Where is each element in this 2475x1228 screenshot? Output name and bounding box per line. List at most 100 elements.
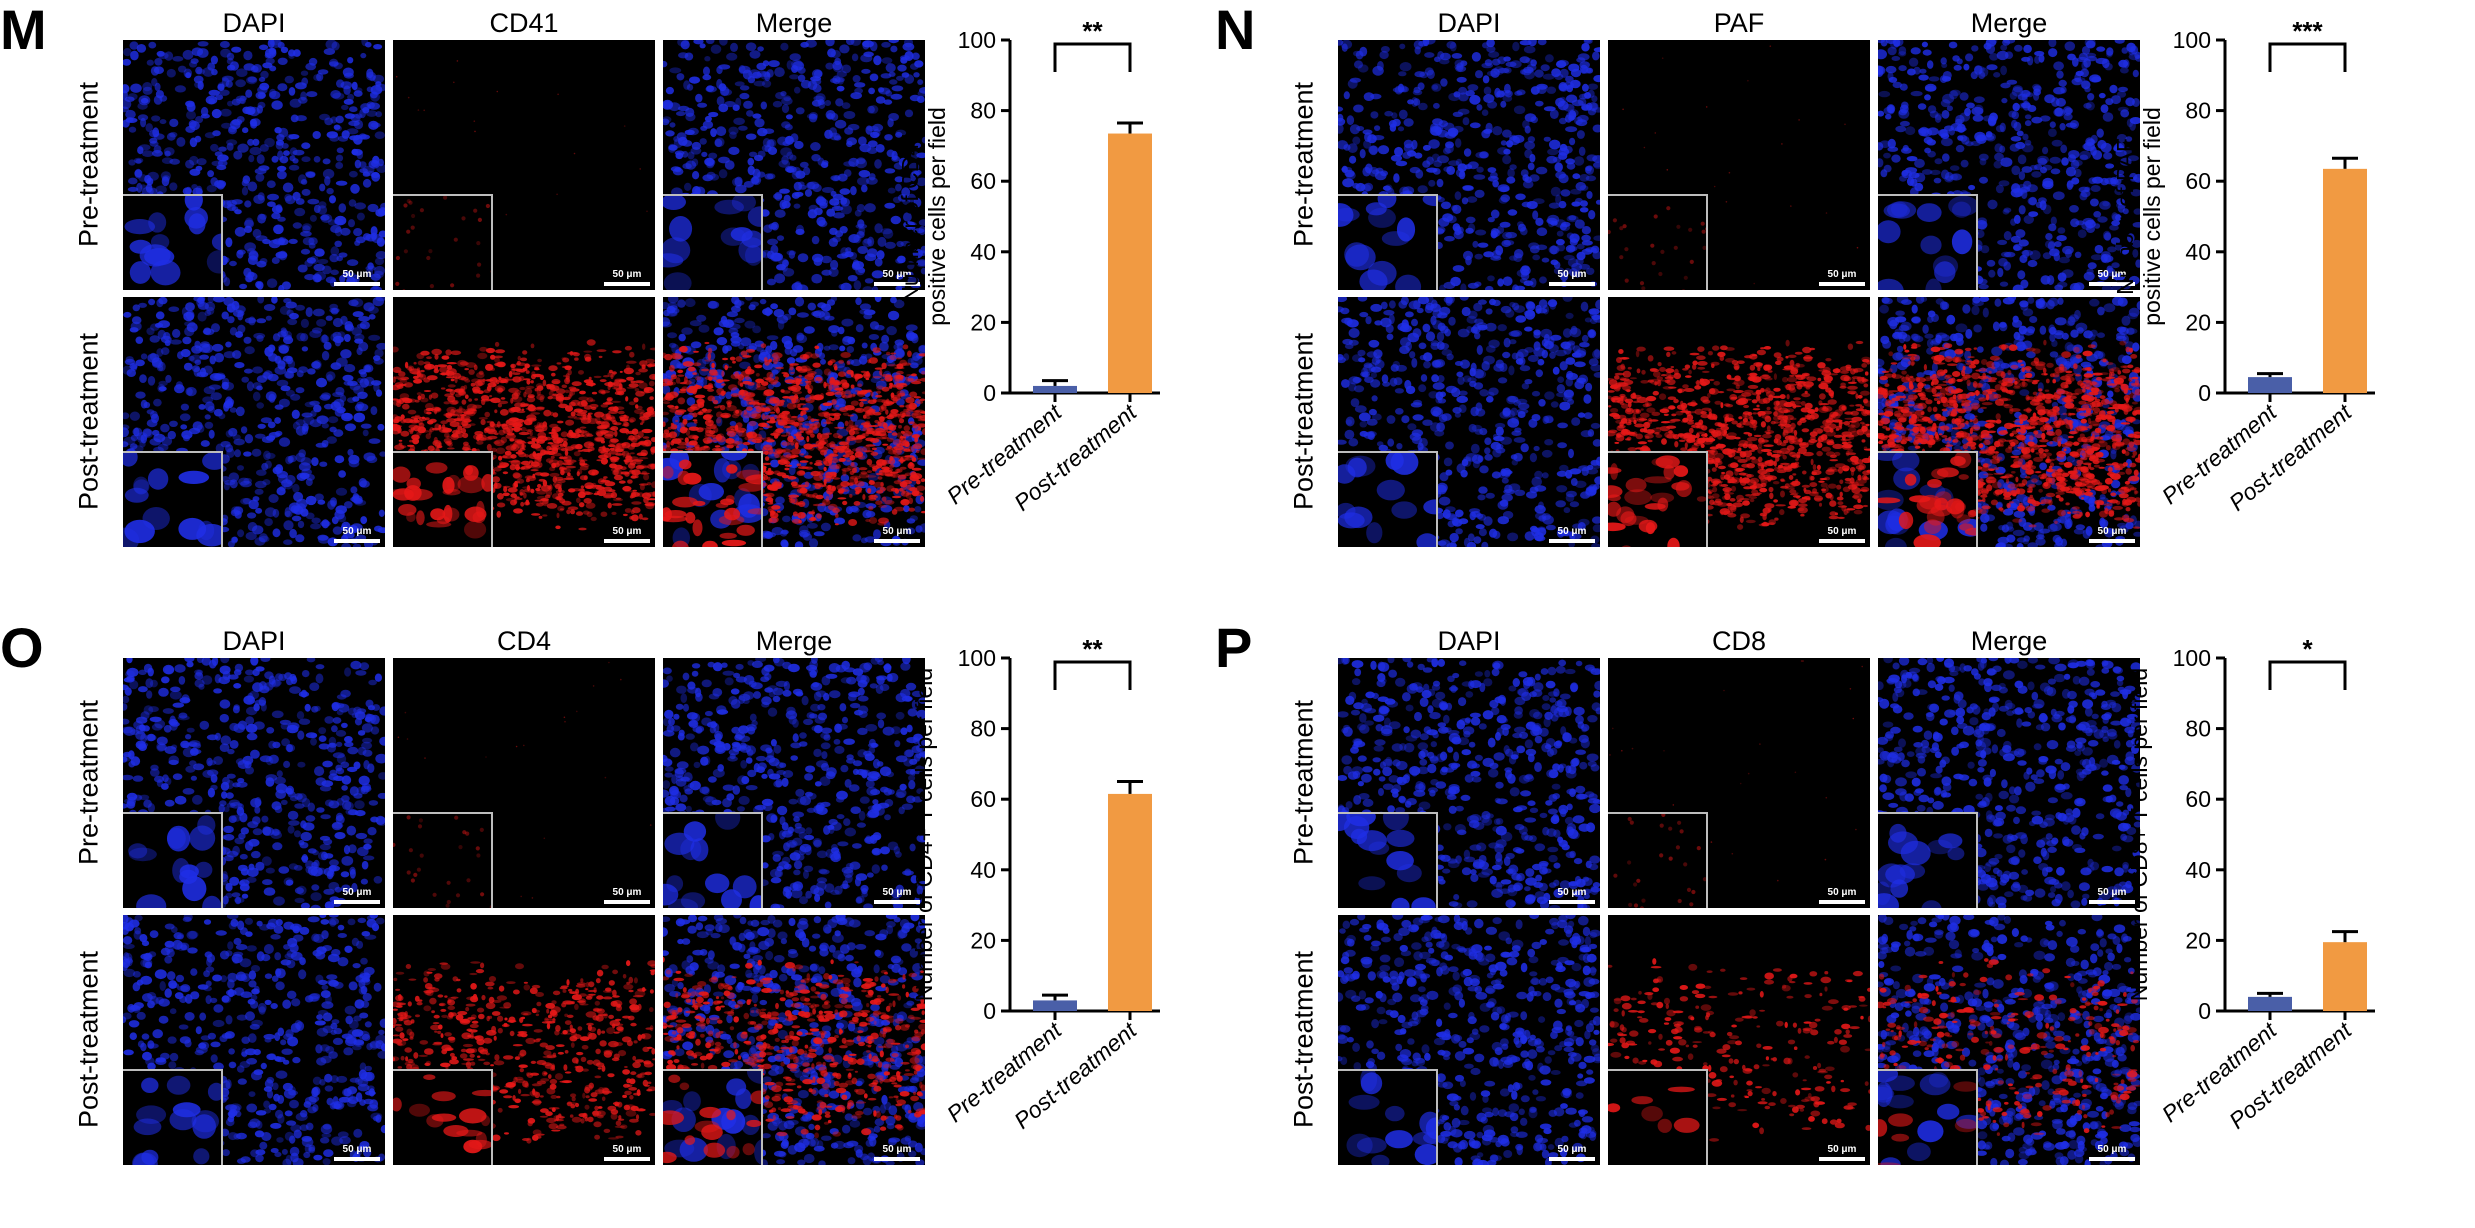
y-axis-label: Number of PAFpositive cells per field: [2115, 107, 2165, 326]
scale-bar: 50 μm: [1819, 1145, 1865, 1161]
magnified-inset: [393, 1069, 493, 1165]
scale-bar-line: [1819, 539, 1865, 543]
scale-bar: 50 μm: [604, 1145, 650, 1161]
significance-stars: **: [1082, 638, 1103, 664]
magnified-inset: [663, 812, 763, 908]
column-label-dapi: DAPI: [1338, 10, 1600, 37]
scale-bar-line: [604, 282, 650, 286]
micrograph-dapi-post: 50 μm: [123, 297, 385, 547]
scale-bar-line: [1549, 1157, 1595, 1161]
panel-letter: O: [0, 620, 44, 676]
magnified-inset: [663, 194, 763, 290]
column-label-dapi: DAPI: [123, 628, 385, 655]
scale-bar-label: 50 μm: [1819, 888, 1865, 898]
scale-bar-label: 50 μm: [1549, 888, 1595, 898]
micrograph-dapi-post: 50 μm: [123, 915, 385, 1165]
y-tick-label: 60: [2185, 786, 2211, 812]
micrograph-marker-pre: 50 μm: [393, 658, 655, 908]
row-label-post-treatment: Post-treatment: [76, 297, 103, 547]
magnified-inset: [1608, 194, 1708, 290]
bar-chart: 0 20 40 60 80 100 Number of PAFpositive cells …: [2115, 20, 2405, 590]
bar-post-treatment: [2323, 169, 2367, 393]
magnified-inset: [1878, 194, 1978, 290]
magnified-inset: [1878, 451, 1978, 547]
magnified-inset: [1608, 812, 1708, 908]
scale-bar-line: [1819, 282, 1865, 286]
scale-bar-line: [604, 900, 650, 904]
y-tick-label: 20: [970, 309, 996, 335]
micrograph-merge-post: 50 μm: [1878, 297, 2140, 547]
scale-bar-line: [604, 539, 650, 543]
y-axis-label-line: Number of CD4+ T cells per field: [911, 668, 937, 1001]
column-label-dapi: DAPI: [1338, 628, 1600, 655]
y-tick-label: 60: [2185, 168, 2211, 194]
scale-bar-label: 50 μm: [604, 888, 650, 898]
y-tick-label: 80: [970, 98, 996, 124]
y-tick-label: 100: [2173, 645, 2211, 671]
y-tick-label: 20: [970, 927, 996, 953]
scale-bar-line: [1549, 282, 1595, 286]
scale-bar-label: 50 μm: [604, 527, 650, 537]
y-tick-label: 60: [970, 786, 996, 812]
magnified-inset: [1338, 812, 1438, 908]
scale-bar-line: [334, 539, 380, 543]
y-tick-label: 100: [2173, 27, 2211, 53]
micrograph-merge-post: 50 μm: [1878, 915, 2140, 1165]
scale-bar: 50 μm: [1549, 270, 1595, 286]
magnified-inset: [663, 1069, 763, 1165]
magnified-inset: [1608, 451, 1708, 547]
row-label-pre-treatment: Pre-treatment: [76, 658, 103, 908]
magnified-inset: [1338, 451, 1438, 547]
magnified-inset: [393, 812, 493, 908]
micrograph-marker-pre: 50 μm: [1608, 658, 1870, 908]
row-label-pre-treatment: Pre-treatment: [1291, 40, 1318, 290]
scale-bar-line: [1819, 1157, 1865, 1161]
magnified-inset: [663, 451, 763, 547]
scale-bar-label: 50 μm: [334, 888, 380, 898]
y-tick-label: 20: [2185, 309, 2211, 335]
column-label-marker: CD41: [393, 10, 655, 37]
column-label-marker: CD4: [393, 628, 655, 655]
y-axis-label-line: Number of CD8+ T cells per field: [2126, 668, 2152, 1001]
y-tick-label: 0: [2198, 380, 2211, 406]
magnified-inset: [123, 451, 223, 547]
scale-bar: 50 μm: [1549, 1145, 1595, 1161]
magnified-inset: [123, 1069, 223, 1165]
magnified-inset: [1338, 194, 1438, 290]
micrograph-dapi-pre: 50 μm: [123, 40, 385, 290]
y-tick-label: 40: [2185, 239, 2211, 265]
y-tick-label: 80: [2185, 98, 2211, 124]
bar-chart-svg: 0 20 40 60 80 100 Number of PAFpositive cells …: [2115, 20, 2405, 590]
magnified-inset: [1338, 1069, 1438, 1165]
micrograph-marker-post: 50 μm: [1608, 915, 1870, 1165]
row-label-post-treatment: Post-treatment: [76, 915, 103, 1165]
significance-bracket: [2270, 662, 2345, 690]
scale-bar-label: 50 μm: [334, 270, 380, 280]
scale-bar: 50 μm: [334, 1145, 380, 1161]
column-label-dapi: DAPI: [123, 10, 385, 37]
significance-bracket: [1055, 662, 1130, 690]
scale-bar-line: [334, 282, 380, 286]
scale-bar: 50 μm: [604, 888, 650, 904]
row-label-post-treatment: Post-treatment: [1291, 297, 1318, 547]
magnified-inset: [123, 194, 223, 290]
micrograph-marker-pre: 50 μm: [393, 40, 655, 290]
scale-bar-label: 50 μm: [1819, 1145, 1865, 1155]
y-tick-label: 100: [958, 645, 996, 671]
y-axis-label: Number of CD8+ T cells per field: [2126, 668, 2152, 1001]
magnified-inset: [1608, 1069, 1708, 1165]
micrograph-merge-post: 50 μm: [663, 297, 925, 547]
y-tick-label: 40: [970, 857, 996, 883]
magnified-inset: [1878, 1069, 1978, 1165]
column-label-merge: Merge: [1878, 10, 2140, 37]
scale-bar: 50 μm: [334, 527, 380, 543]
micrograph-merge-pre: 50 μm: [663, 658, 925, 908]
significance-bracket: [1055, 44, 1130, 72]
significance-stars: *: [2302, 638, 2313, 664]
row-label-pre-treatment: Pre-treatment: [76, 40, 103, 290]
